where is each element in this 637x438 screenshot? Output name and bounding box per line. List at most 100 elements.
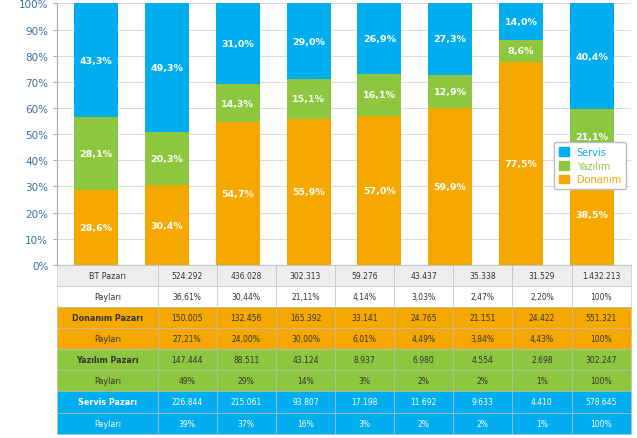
Text: 14,0%: 14,0% (505, 18, 538, 27)
Text: 93.807: 93.807 (292, 398, 318, 406)
Text: 40,4%: 40,4% (575, 53, 608, 62)
FancyBboxPatch shape (394, 307, 454, 328)
Text: 54,7%: 54,7% (222, 190, 254, 198)
Text: Servis Pazarı: Servis Pazarı (78, 398, 137, 406)
Bar (216, 85, 260, 123)
Text: 2%: 2% (477, 419, 489, 427)
Bar (145, 186, 189, 265)
Text: 551.321: 551.321 (585, 314, 617, 322)
Text: 29,0%: 29,0% (292, 38, 325, 47)
FancyBboxPatch shape (571, 328, 631, 350)
Text: 16%: 16% (297, 419, 314, 427)
FancyBboxPatch shape (512, 328, 571, 350)
Text: 77,5%: 77,5% (505, 160, 538, 169)
Bar (428, 75, 472, 109)
Text: 33.141: 33.141 (352, 314, 378, 322)
Bar (287, 120, 331, 265)
Bar (569, 4, 613, 110)
FancyBboxPatch shape (394, 413, 454, 434)
FancyBboxPatch shape (454, 413, 512, 434)
Text: 436.028: 436.028 (231, 271, 262, 280)
FancyBboxPatch shape (512, 371, 571, 392)
Text: 1%: 1% (536, 419, 548, 427)
Text: 132.456: 132.456 (231, 314, 262, 322)
FancyBboxPatch shape (512, 286, 571, 307)
FancyBboxPatch shape (454, 350, 512, 371)
Text: 4,49%: 4,49% (412, 335, 436, 343)
Text: 36,61%: 36,61% (173, 292, 202, 301)
Text: 4.410: 4.410 (531, 398, 553, 406)
FancyBboxPatch shape (394, 371, 454, 392)
Bar (357, 4, 401, 74)
Text: Payları: Payları (94, 377, 121, 385)
Text: 37%: 37% (238, 419, 255, 427)
FancyBboxPatch shape (335, 371, 394, 392)
FancyBboxPatch shape (57, 265, 157, 286)
Text: 21.151: 21.151 (469, 314, 496, 322)
Text: 2%: 2% (418, 377, 429, 385)
Text: 43.124: 43.124 (292, 356, 318, 364)
Text: 30,4%: 30,4% (151, 221, 183, 230)
Bar (499, 41, 543, 63)
Bar (569, 110, 613, 165)
Text: 28,1%: 28,1% (80, 149, 113, 159)
Bar (287, 80, 331, 120)
Text: 24.765: 24.765 (410, 314, 437, 322)
Text: 215.061: 215.061 (231, 398, 262, 406)
Bar (216, 123, 260, 265)
FancyBboxPatch shape (217, 307, 276, 328)
Text: 24.422: 24.422 (529, 314, 555, 322)
FancyBboxPatch shape (217, 392, 276, 413)
Text: 55,9%: 55,9% (292, 188, 325, 197)
Bar (75, 191, 118, 265)
FancyBboxPatch shape (157, 328, 217, 350)
Text: Payları: Payları (94, 292, 121, 301)
FancyBboxPatch shape (217, 328, 276, 350)
FancyBboxPatch shape (276, 328, 335, 350)
FancyBboxPatch shape (57, 413, 157, 434)
FancyBboxPatch shape (57, 286, 157, 307)
FancyBboxPatch shape (276, 350, 335, 371)
Text: 35.338: 35.338 (469, 271, 496, 280)
Text: 1%: 1% (536, 377, 548, 385)
FancyBboxPatch shape (571, 350, 631, 371)
FancyBboxPatch shape (217, 265, 276, 286)
FancyBboxPatch shape (57, 392, 157, 413)
FancyBboxPatch shape (157, 371, 217, 392)
Text: Payları: Payları (94, 335, 121, 343)
Text: 302.313: 302.313 (290, 271, 321, 280)
Text: 8,6%: 8,6% (508, 47, 534, 57)
FancyBboxPatch shape (512, 392, 571, 413)
Text: 100%: 100% (590, 377, 612, 385)
FancyBboxPatch shape (335, 350, 394, 371)
Text: 578.645: 578.645 (585, 398, 617, 406)
Text: 147.444: 147.444 (171, 356, 203, 364)
Legend: Servis, Yazılım, Donanım: Servis, Yazılım, Donanım (554, 142, 626, 190)
FancyBboxPatch shape (335, 265, 394, 286)
Text: 14%: 14% (297, 377, 314, 385)
FancyBboxPatch shape (157, 350, 217, 371)
Text: 4,43%: 4,43% (530, 335, 554, 343)
FancyBboxPatch shape (394, 392, 454, 413)
Text: 2.698: 2.698 (531, 356, 553, 364)
Text: 3,84%: 3,84% (471, 335, 495, 343)
Text: 165.392: 165.392 (290, 314, 321, 322)
Text: 27,3%: 27,3% (434, 35, 466, 44)
FancyBboxPatch shape (454, 286, 512, 307)
Text: 2%: 2% (418, 419, 429, 427)
FancyBboxPatch shape (335, 328, 394, 350)
Text: 59,9%: 59,9% (434, 183, 466, 192)
FancyBboxPatch shape (454, 392, 512, 413)
Text: 27,21%: 27,21% (173, 335, 201, 343)
Bar (499, 63, 543, 265)
Text: 4.554: 4.554 (472, 356, 494, 364)
FancyBboxPatch shape (571, 371, 631, 392)
Text: 1.432.213: 1.432.213 (582, 271, 620, 280)
Text: 31.529: 31.529 (529, 271, 555, 280)
FancyBboxPatch shape (157, 286, 217, 307)
Text: 100%: 100% (590, 292, 612, 301)
FancyBboxPatch shape (571, 307, 631, 328)
Text: 49,3%: 49,3% (150, 64, 183, 73)
Text: 49%: 49% (179, 377, 196, 385)
FancyBboxPatch shape (217, 413, 276, 434)
